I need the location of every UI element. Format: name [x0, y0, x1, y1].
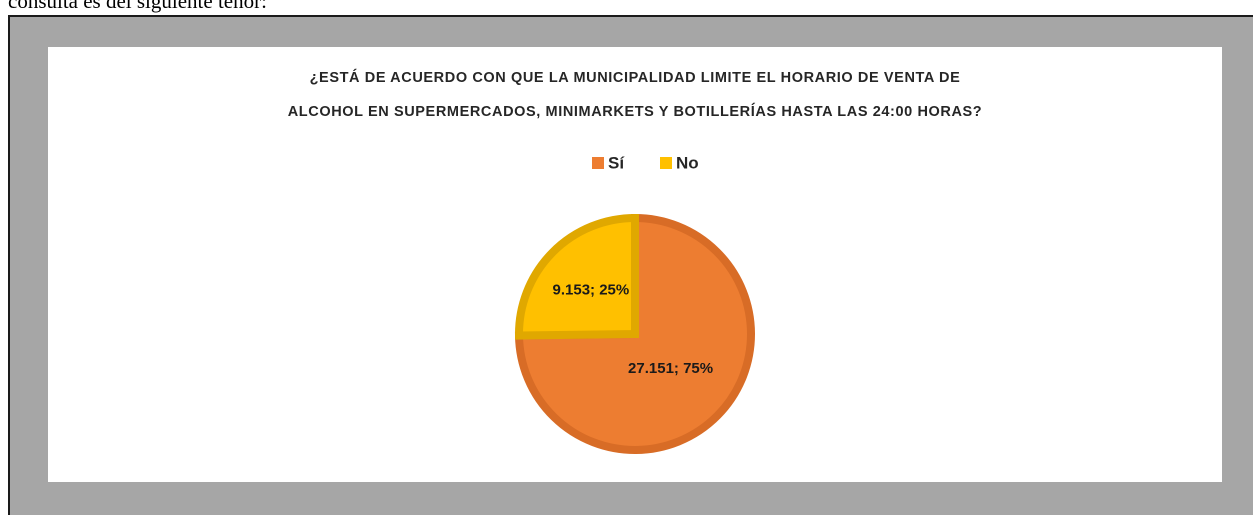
- pie-slice: [515, 213, 639, 340]
- legend-label: No: [676, 153, 699, 172]
- data-label: 9.153; 25%: [553, 281, 630, 298]
- document-text: consulta es del siguiente tenor:: [8, 0, 267, 13]
- legend-label: Sí: [608, 153, 625, 172]
- pie-slice: [514, 213, 755, 454]
- legend-swatch: [592, 157, 604, 169]
- chart: ¿ESTÁ DE ACUERDO CON QUE LA MUNICIPALIDA…: [288, 69, 983, 454]
- data-label: 27.151; 75%: [628, 360, 713, 377]
- legend-swatch: [660, 157, 672, 169]
- chart-title: ¿ESTÁ DE ACUERDO CON QUE LA MUNICIPALIDA…: [288, 69, 983, 120]
